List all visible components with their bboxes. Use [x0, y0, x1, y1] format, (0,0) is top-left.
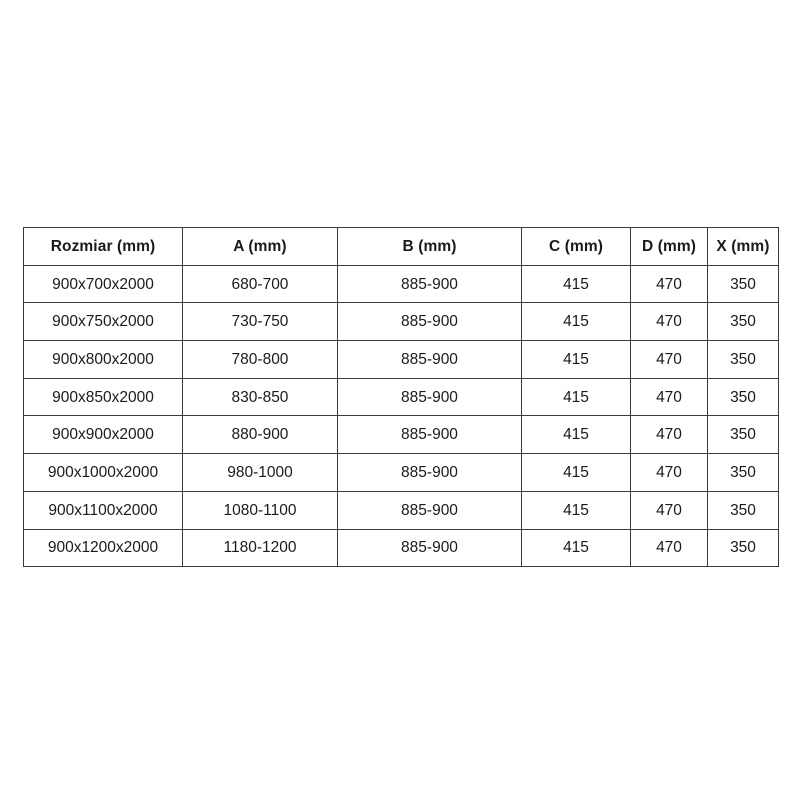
cell-c: 415: [521, 264, 631, 304]
cell-rozmiar: 900x900x2000: [23, 415, 183, 455]
cell-d: 470: [630, 377, 708, 417]
cell-c: 415: [521, 415, 631, 455]
cell-b: 885-900: [337, 453, 522, 492]
cell-d: 470: [630, 264, 708, 304]
cell-c: 415: [521, 377, 631, 417]
column-header-d: D (mm): [630, 227, 708, 266]
cell-x: 350: [707, 415, 779, 455]
cell-a: 680-700: [182, 264, 338, 304]
cell-rozmiar: 900x850x2000: [23, 377, 183, 417]
cell-c: 415: [521, 528, 631, 568]
cell-c: 415: [521, 453, 631, 492]
cell-rozmiar: 900x750x2000: [23, 302, 183, 342]
cell-d: 470: [630, 302, 708, 342]
table-row: 900x1000x2000 980-1000 885-900 415 470 3…: [23, 453, 779, 492]
specification-table: Rozmiar (mm) A (mm) B (mm) C (mm) D (mm)…: [23, 227, 779, 568]
table-row: 900x800x2000 780-800 885-900 415 470 350: [23, 340, 779, 379]
cell-a: 1180-1200: [182, 528, 338, 568]
cell-x: 350: [707, 377, 779, 417]
cell-a: 1080-1100: [182, 490, 338, 530]
table-row: 900x900x2000 880-900 885-900 415 470 350: [23, 415, 779, 455]
cell-c: 415: [521, 340, 631, 379]
cell-rozmiar: 900x1200x2000: [23, 528, 183, 568]
column-header-a: A (mm): [182, 227, 338, 266]
cell-b: 885-900: [337, 490, 522, 530]
cell-d: 470: [630, 415, 708, 455]
cell-x: 350: [707, 490, 779, 530]
table-row: 900x850x2000 830-850 885-900 415 470 350: [23, 377, 779, 417]
cell-rozmiar: 900x1100x2000: [23, 490, 183, 530]
cell-d: 470: [630, 453, 708, 492]
cell-d: 470: [630, 490, 708, 530]
cell-b: 885-900: [337, 415, 522, 455]
column-header-b: B (mm): [337, 227, 522, 266]
cell-rozmiar: 900x700x2000: [23, 264, 183, 304]
cell-b: 885-900: [337, 528, 522, 568]
cell-a: 830-850: [182, 377, 338, 417]
cell-d: 470: [630, 340, 708, 379]
cell-c: 415: [521, 302, 631, 342]
cell-b: 885-900: [337, 264, 522, 304]
table-row: 900x750x2000 730-750 885-900 415 470 350: [23, 302, 779, 342]
table-row: 900x1100x2000 1080-1100 885-900 415 470 …: [23, 490, 779, 530]
cell-x: 350: [707, 340, 779, 379]
column-header-rozmiar: Rozmiar (mm): [23, 227, 183, 266]
cell-rozmiar: 900x800x2000: [23, 340, 183, 379]
table-header: Rozmiar (mm) A (mm) B (mm) C (mm) D (mm)…: [23, 227, 779, 266]
cell-b: 885-900: [337, 302, 522, 342]
cell-a: 730-750: [182, 302, 338, 342]
cell-b: 885-900: [337, 377, 522, 417]
cell-x: 350: [707, 453, 779, 492]
cell-rozmiar: 900x1000x2000: [23, 453, 183, 492]
cell-a: 980-1000: [182, 453, 338, 492]
cell-x: 350: [707, 302, 779, 342]
column-header-c: C (mm): [521, 227, 631, 266]
cell-c: 415: [521, 490, 631, 530]
cell-x: 350: [707, 264, 779, 304]
table-row: 900x700x2000 680-700 885-900 415 470 350: [23, 264, 779, 304]
cell-a: 880-900: [182, 415, 338, 455]
cell-d: 470: [630, 528, 708, 568]
column-header-x: X (mm): [707, 227, 779, 266]
table-header-row: Rozmiar (mm) A (mm) B (mm) C (mm) D (mm)…: [23, 227, 779, 266]
table-row: 900x1200x2000 1180-1200 885-900 415 470 …: [23, 528, 779, 568]
table-body: 900x700x2000 680-700 885-900 415 470 350…: [23, 264, 779, 568]
specification-table-container: Rozmiar (mm) A (mm) B (mm) C (mm) D (mm)…: [23, 227, 779, 568]
cell-x: 350: [707, 528, 779, 568]
cell-b: 885-900: [337, 340, 522, 379]
cell-a: 780-800: [182, 340, 338, 379]
